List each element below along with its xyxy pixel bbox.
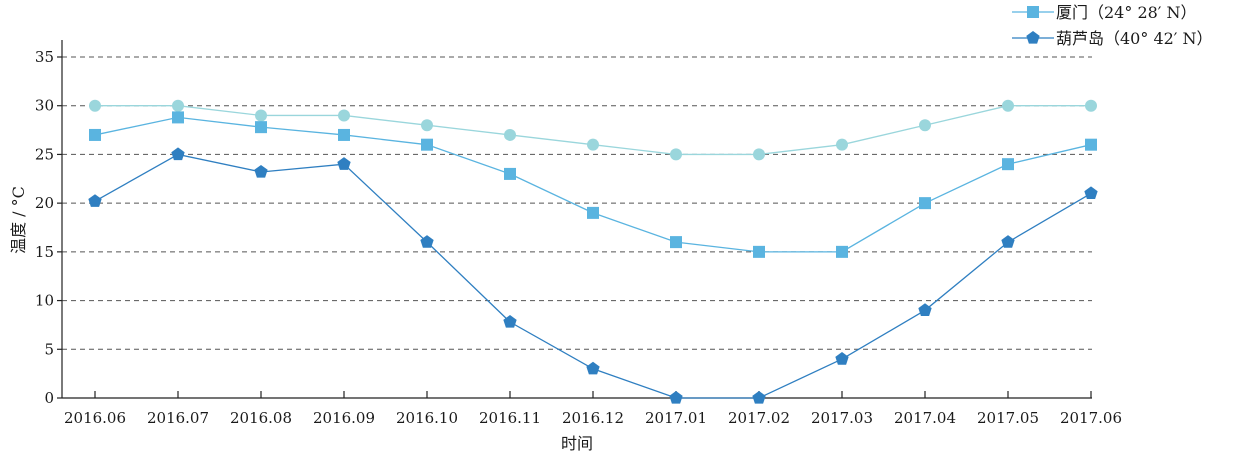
series-2-point-9 <box>835 352 849 365</box>
series-0-point-10 <box>919 119 931 132</box>
series-2-point-5 <box>503 315 517 328</box>
y-tick-label-0: 0 <box>44 389 54 407</box>
series-1-line <box>94 116 1092 253</box>
series-0-point-11 <box>1002 99 1014 112</box>
x-tick-label-1: 2016.07 <box>147 409 209 427</box>
series-0-point-3 <box>338 109 350 122</box>
y-tick-label-15: 15 <box>35 243 54 261</box>
x-tick-label-8: 2017.02 <box>728 409 790 427</box>
series-1 <box>89 111 1097 258</box>
series-1-point-6 <box>587 206 599 219</box>
series-0-point-12 <box>1085 99 1097 112</box>
series-1-point-1 <box>172 111 184 124</box>
y-tick-label-10: 10 <box>35 292 54 310</box>
y-tick-label-5: 5 <box>44 340 54 358</box>
series-1-point-5 <box>504 167 516 180</box>
series-2-point-2 <box>254 164 268 178</box>
legend: 厦门（24° 28′ N） 葫芦岛（40° 42′ N） <box>1012 3 1213 48</box>
series-1-point-7 <box>670 236 682 249</box>
x-tick-label-0: 2016.06 <box>64 409 126 427</box>
series-2-point-6 <box>586 361 600 375</box>
series-0-point-1 <box>172 99 184 112</box>
series-0-point-4 <box>421 119 433 132</box>
series-group <box>88 99 1098 404</box>
series-0 <box>89 99 1097 161</box>
y-tick-label-35: 35 <box>35 48 54 66</box>
x-axis-title: 时间 <box>561 434 593 453</box>
series-1-point-9 <box>836 245 848 258</box>
axes <box>61 40 1092 399</box>
series-2-point-7 <box>669 391 683 404</box>
x-tick-label-10: 2017.04 <box>894 409 956 427</box>
series-1-point-0 <box>89 128 101 141</box>
series-2-point-0 <box>88 194 102 207</box>
series-2-point-10 <box>918 303 932 316</box>
x-tick-label-4: 2016.10 <box>396 409 458 427</box>
series-1-point-12 <box>1085 138 1097 151</box>
legend-marker-1 <box>1026 31 1040 44</box>
series-2-point-4 <box>420 235 434 248</box>
series-2-point-3 <box>337 157 351 170</box>
legend-item-0: 厦门（24° 28′ N） <box>1012 3 1197 22</box>
x-tick-label-3: 2016.09 <box>313 409 375 427</box>
series-2-point-11 <box>1001 235 1015 248</box>
series-0-point-5 <box>504 128 516 141</box>
x-tick-label-9: 2017.03 <box>811 409 873 427</box>
x-tick-label-11: 2017.05 <box>977 409 1039 427</box>
series-1-point-2 <box>255 121 267 134</box>
x-ticks: 2016.06 2016.07 2016.08 2016.09 2016.10 2016.… <box>64 391 1122 427</box>
series-2-line <box>94 153 1092 399</box>
y-tick-label-30: 30 <box>35 97 54 115</box>
y-ticks: 0 5 10 15 20 25 30 35 <box>35 48 62 407</box>
y-gridlines <box>62 56 1092 350</box>
x-tick-label-7: 2017.01 <box>645 409 707 427</box>
series-2-point-8 <box>752 391 766 404</box>
legend-item-1: 葫芦岛（40° 42′ N） <box>1012 29 1213 48</box>
series-0-point-7 <box>670 148 682 161</box>
series-0-point-8 <box>753 148 765 161</box>
series-1-point-8 <box>753 245 765 258</box>
series-1-point-3 <box>338 128 350 141</box>
series-1-point-4 <box>421 138 433 151</box>
series-1-point-10 <box>919 197 931 210</box>
legend-marker-0 <box>1027 6 1039 18</box>
y-axis-title: 温度 / °C <box>9 186 28 254</box>
series-0-point-9 <box>836 138 848 151</box>
series-0-point-6 <box>587 138 599 151</box>
legend-label-1: 葫芦岛（40° 42′ N） <box>1056 29 1213 48</box>
x-tick-label-2: 2016.08 <box>230 409 292 427</box>
legend-label-0: 厦门（24° 28′ N） <box>1056 3 1197 22</box>
x-tick-label-6: 2016.12 <box>562 409 624 427</box>
y-tick-label-25: 25 <box>35 145 54 163</box>
series-0-point-0 <box>89 99 101 112</box>
series-2 <box>88 147 1098 404</box>
series-2-point-12 <box>1084 186 1098 200</box>
series-2-point-1 <box>171 147 185 161</box>
y-tick-label-20: 20 <box>35 194 54 212</box>
series-0-point-2 <box>255 109 267 122</box>
series-1-point-11 <box>1002 158 1014 171</box>
x-tick-label-12: 2017.06 <box>1060 409 1122 427</box>
x-tick-label-5: 2016.11 <box>479 409 541 427</box>
